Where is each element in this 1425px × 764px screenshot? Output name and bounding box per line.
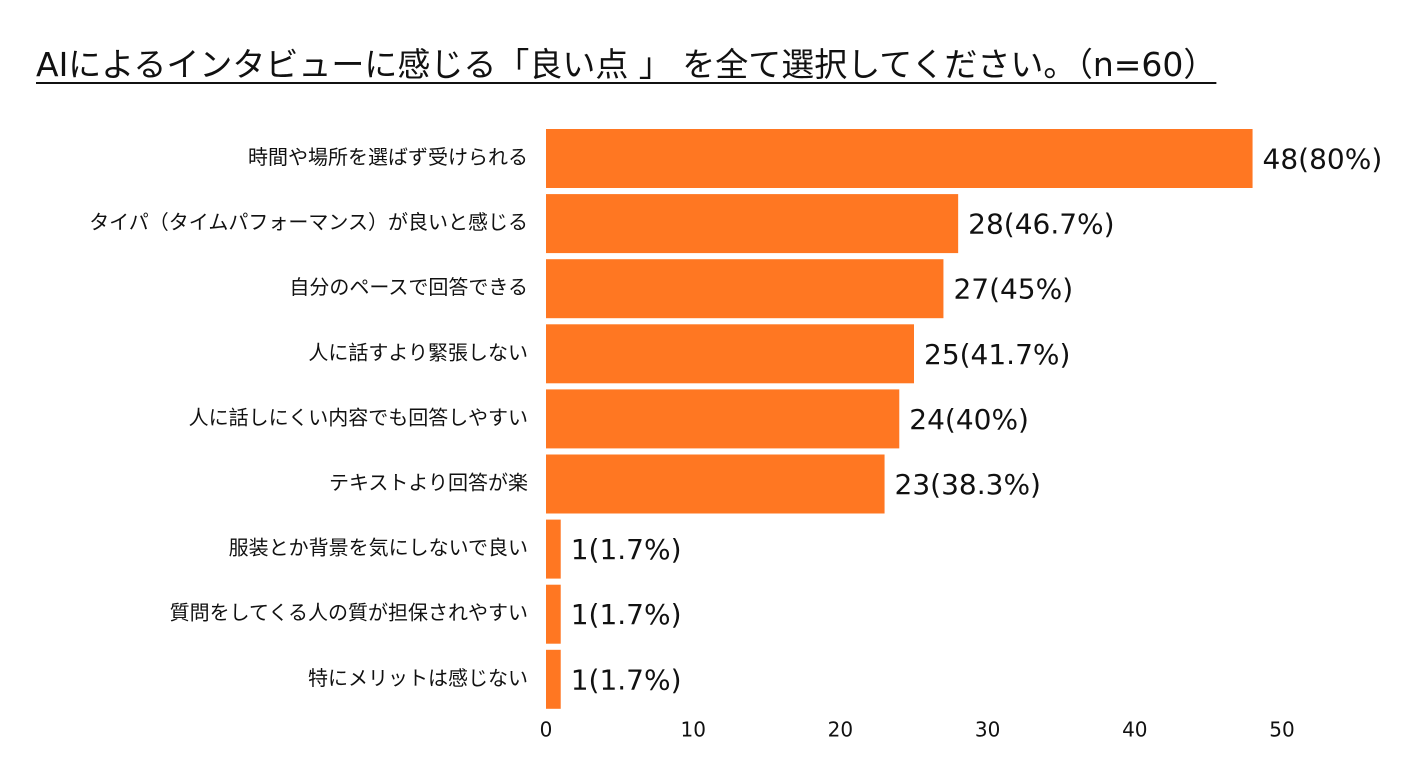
- bar: [546, 519, 561, 579]
- x-tick-label: 30: [975, 718, 1000, 742]
- x-tick-label: 20: [828, 718, 853, 742]
- bar: [546, 324, 914, 384]
- x-tick-label: 50: [1269, 718, 1294, 742]
- data-label: 1(1.7%): [571, 533, 682, 566]
- data-label: 27(45%): [953, 273, 1073, 306]
- bar: [546, 454, 885, 514]
- chart-title: AIによるインタビューに感じる「良い点 」 を全て選択してください。（n=60）: [36, 45, 1217, 84]
- data-label: 24(40%): [909, 403, 1029, 436]
- data-label: 25(41.7%): [924, 338, 1070, 371]
- bar: [546, 259, 944, 319]
- x-tick-label: 0: [540, 718, 553, 742]
- category-label: 自分のペースで回答できる: [289, 275, 528, 299]
- x-tick-label: 10: [680, 718, 705, 742]
- data-label: 28(46.7%): [968, 208, 1114, 241]
- category-label: タイパ（タイムパフォーマンス）が良いと感じる: [89, 210, 528, 234]
- bar: [546, 584, 561, 644]
- category-label: 人に話しにくい内容でも回答しやすい: [189, 405, 528, 429]
- bar: [546, 129, 1253, 188]
- bar: [546, 649, 561, 709]
- category-label: 質問をしてくる人の質が担保されやすい: [170, 601, 528, 625]
- category-label: テキストより回答が楽: [329, 471, 528, 495]
- bar: [546, 194, 959, 254]
- category-label: 服装とか背景を気にしないで良い: [229, 536, 528, 560]
- data-label: 1(1.7%): [571, 663, 682, 696]
- category-label: 時間や場所を選ばず受けられる: [248, 145, 528, 169]
- x-tick-label: 40: [1122, 718, 1147, 742]
- data-label: 23(38.3%): [895, 468, 1041, 501]
- category-label: 特にメリットは感じない: [308, 666, 528, 690]
- data-label: 1(1.7%): [571, 598, 682, 631]
- category-label: 人に話すより緊張しない: [308, 340, 528, 364]
- data-label: 48(80%): [1263, 143, 1383, 176]
- bar: [546, 389, 900, 449]
